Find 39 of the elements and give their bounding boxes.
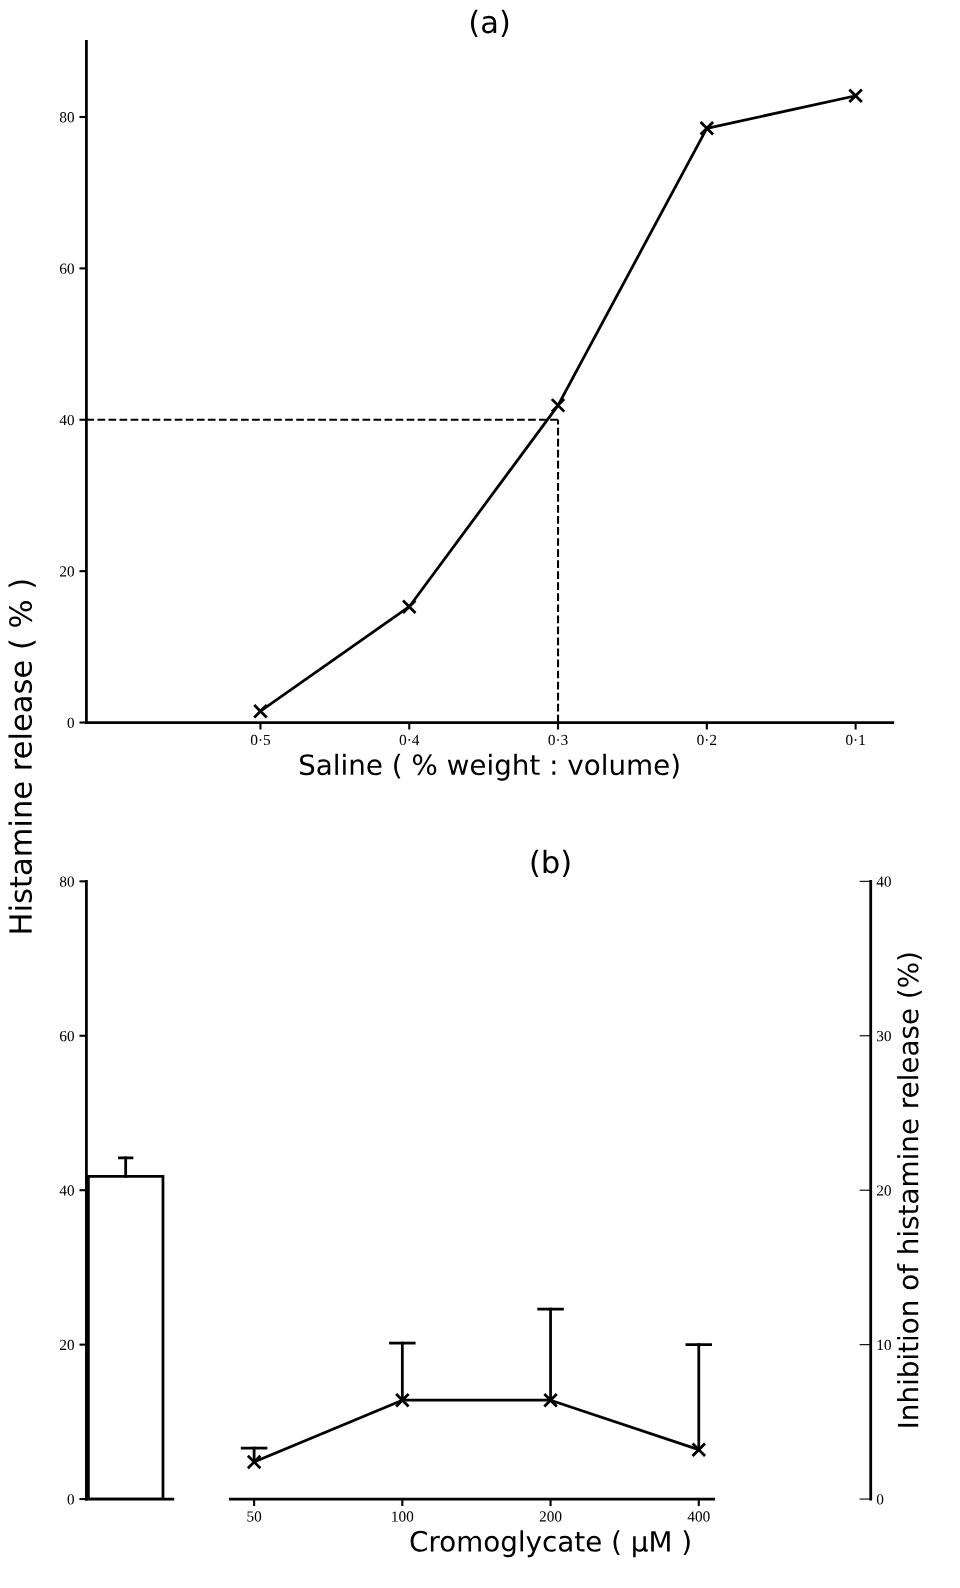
x-tick-label: 0·1	[846, 734, 865, 746]
y-tick-label: 40	[59, 1185, 75, 1196]
x-axis-title: Cromoglycate ( µM )	[410, 1530, 690, 1558]
chart-title: (a)	[470, 9, 509, 37]
point	[252, 703, 269, 719]
point	[550, 397, 566, 414]
chart-title: (b)	[531, 849, 570, 878]
y-tick-label: 40	[59, 414, 75, 426]
y2-axis-title: Inhibition of histamine release (%)	[897, 953, 922, 1427]
y2-tick-label: 40	[876, 876, 891, 887]
y-tick-label: 80	[59, 876, 75, 887]
y-tick-label: 60	[59, 1030, 75, 1042]
y-tick-label: 80	[59, 112, 75, 123]
point	[246, 1454, 262, 1470]
x-tick-label: 0·2	[697, 734, 717, 746]
y-axis-title: Histamine release ( % )	[8, 580, 36, 933]
x-tick-label: 0·3	[548, 734, 568, 746]
point	[691, 1442, 707, 1458]
point	[401, 599, 417, 615]
point	[847, 88, 864, 104]
x-tick-label: 50	[247, 1511, 262, 1522]
y2-tick-label: 10	[877, 1339, 891, 1351]
y-tick-label: 20	[59, 566, 75, 577]
x-tick-label: 200	[539, 1511, 562, 1522]
x-tick-label: 0·5	[250, 734, 271, 746]
point	[394, 1392, 410, 1408]
x-tick-label: 0·4	[399, 734, 420, 746]
y-tick-label: 60	[59, 263, 75, 274]
y2-tick-label: 20	[876, 1185, 891, 1196]
x-tick-label: 400	[687, 1511, 710, 1522]
y2-tick-label: 0	[876, 1494, 884, 1505]
y-tick-label: 0	[67, 717, 75, 728]
point	[699, 120, 715, 136]
x-axis-title: Saline ( % weight : volume)	[299, 753, 679, 781]
x-tick-label: 100	[392, 1511, 414, 1522]
point	[542, 1392, 559, 1408]
y-tick-label: 20	[59, 1339, 75, 1351]
y-tick-label: 0	[67, 1494, 75, 1505]
y2-tick-label: 30	[877, 1030, 891, 1042]
